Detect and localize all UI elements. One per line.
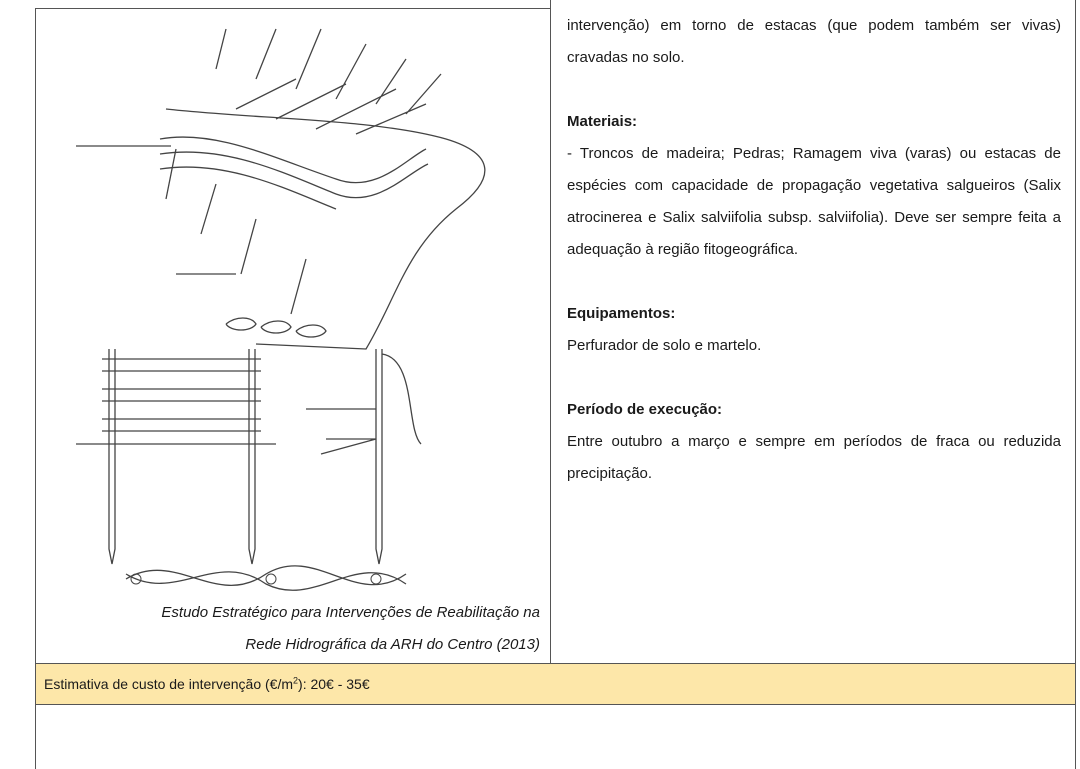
heading: Materiais: [567,113,638,130]
next-row [35,705,1076,769]
heading: Equipamentos: [567,305,676,322]
text-cell: intervenção) em torno de estacas (que po… [550,0,1076,663]
cost-text: Estimativa de custo de intervenção (€/m [44,676,294,692]
illustration [76,28,486,591]
heading: Período de execução: [567,401,723,418]
caption: Estudo Estratégico para Intervenções de … [161,597,540,661]
paragraph: Perfurador de solo e martelo. [567,337,762,354]
table: Estudo Estratégico para Intervenções de … [35,0,1076,769]
paragraph: - Troncos de madeira; Pedras; Ramagem vi… [567,145,1061,258]
paragraph: Entre outubro a março e sempre em períod… [567,433,1061,482]
cost-row: Estimativa de custo de intervenção (€/m2… [35,663,1076,705]
paragraph: intervenção) em torno de estacas (que po… [567,17,1061,66]
superscript: 2 [293,675,299,686]
caption-line: Estudo Estratégico para Intervenções de … [161,604,540,621]
caption-line: Rede Hidrográfica da ARH do Centro (2013… [245,636,540,653]
illustration-cell: Estudo Estratégico para Intervenções de … [35,8,550,663]
cost-text: ): 20€ - 35€ [298,676,370,692]
